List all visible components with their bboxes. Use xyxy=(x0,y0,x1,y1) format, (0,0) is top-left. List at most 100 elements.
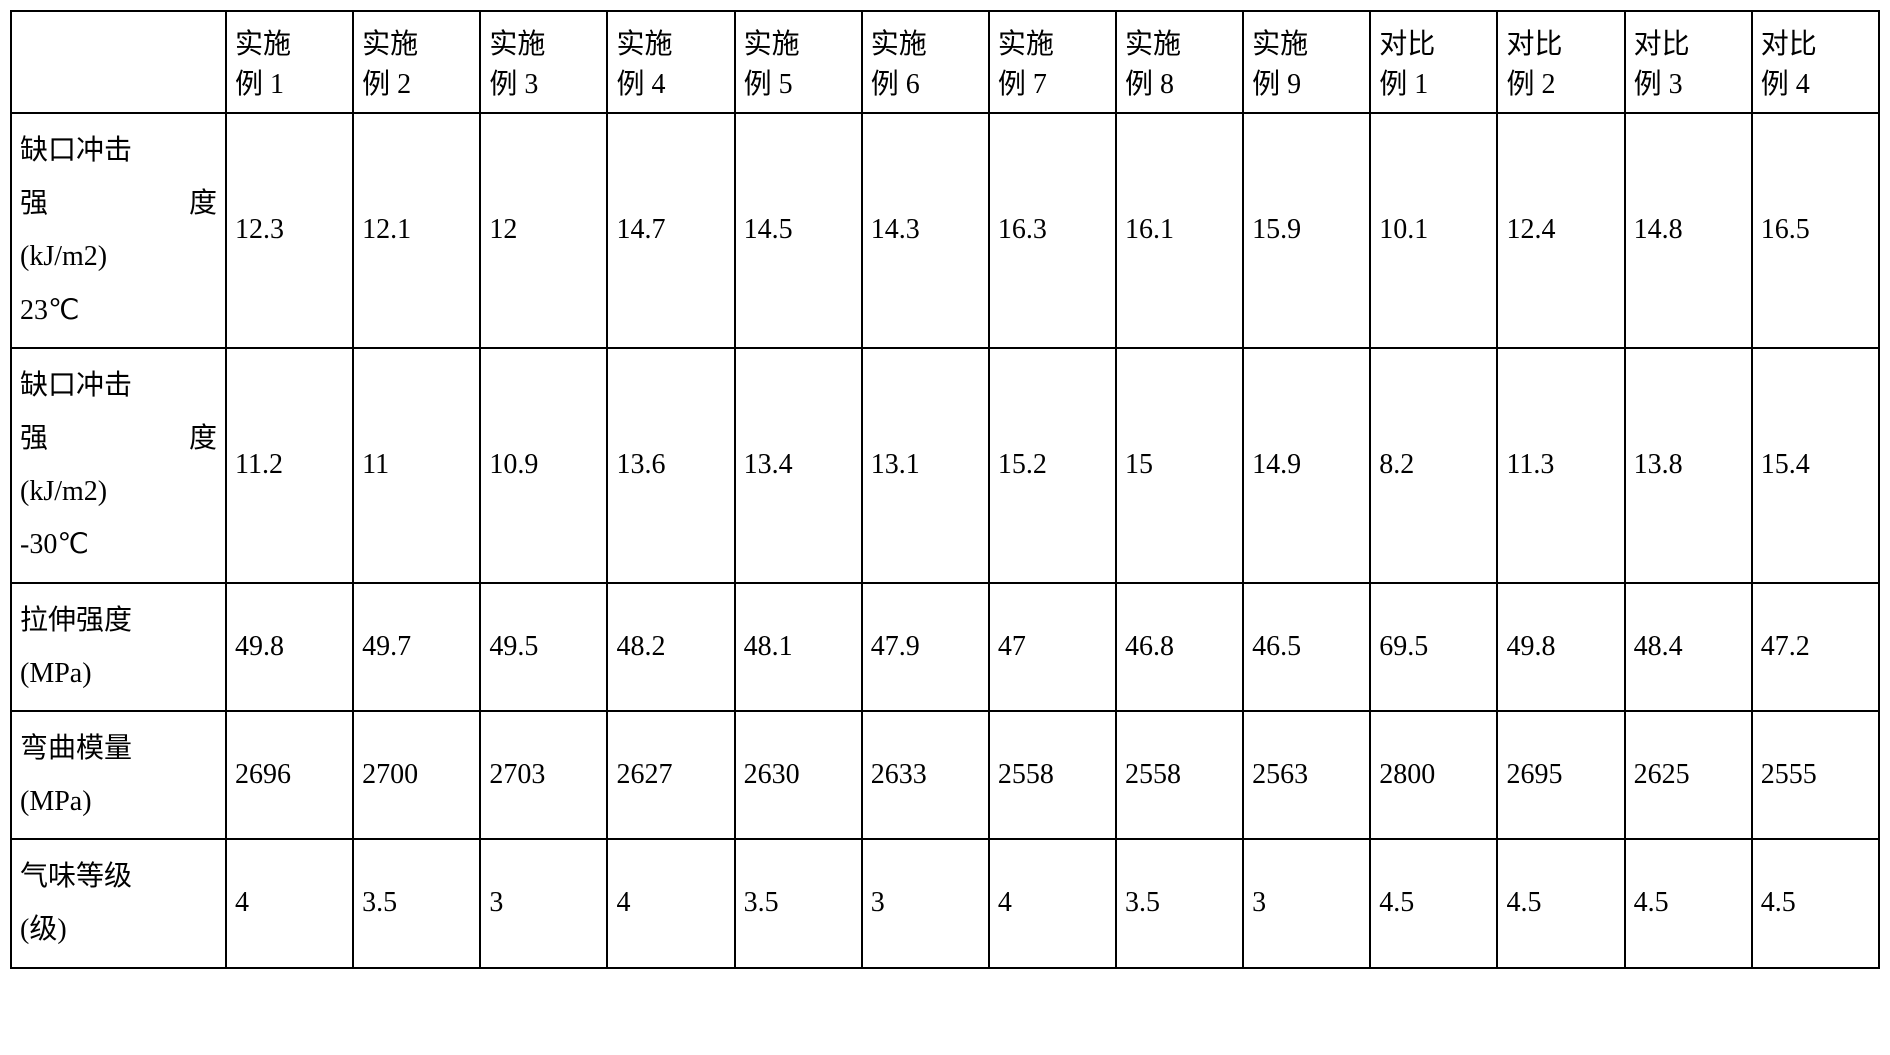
table-cell: 16.3 xyxy=(989,113,1116,348)
row-label-line: (kJ/m2) xyxy=(20,230,217,283)
col-header-line1: 实施 xyxy=(235,22,344,62)
col-header-line1: 对比 xyxy=(1506,22,1615,62)
col-header-line2: 例 7 xyxy=(998,62,1107,102)
table-cell: 12.3 xyxy=(226,113,353,348)
col-header-line1: 对比 xyxy=(1634,22,1743,62)
table-cell: 10.9 xyxy=(480,348,607,583)
col-header-line2: 例 3 xyxy=(1634,62,1743,102)
data-table: 实施 例 1 实施 例 2 实施 例 3 实施 例 4 实施 例 5 实施 例 … xyxy=(10,10,1880,969)
row-label-line: -30℃ xyxy=(20,518,217,571)
table-cell: 49.7 xyxy=(353,583,480,711)
table-cell: 4.5 xyxy=(1752,839,1879,967)
table-cell: 13.1 xyxy=(862,348,989,583)
table-cell: 15 xyxy=(1116,348,1243,583)
row-label-line: (级) xyxy=(20,903,217,956)
table-cell: 16.5 xyxy=(1752,113,1879,348)
table-row: 拉伸强度 (MPa) 49.8 49.7 49.5 48.2 48.1 47.9… xyxy=(11,583,1879,711)
row-label: 拉伸强度 (MPa) xyxy=(11,583,226,711)
table-cell: 15.9 xyxy=(1243,113,1370,348)
col-header-line2: 例 6 xyxy=(871,62,980,102)
col-header: 对比 例 3 xyxy=(1625,11,1752,113)
table-cell: 48.1 xyxy=(735,583,862,711)
table-cell: 2630 xyxy=(735,711,862,839)
col-header: 对比 例 1 xyxy=(1370,11,1497,113)
table-cell: 69.5 xyxy=(1370,583,1497,711)
row-label-line: 弯曲模量 xyxy=(20,722,217,775)
col-header-line1: 实施 xyxy=(362,22,471,62)
col-header-line1: 实施 xyxy=(744,22,853,62)
col-header-line1: 实施 xyxy=(998,22,1107,62)
col-header-line2: 例 1 xyxy=(235,62,344,102)
table-cell: 11.2 xyxy=(226,348,353,583)
table-row: 缺口冲击 强 度 (kJ/m2) -30℃ 11.2 11 10.9 13.6 … xyxy=(11,348,1879,583)
col-header: 实施 例 9 xyxy=(1243,11,1370,113)
col-header: 实施 例 8 xyxy=(1116,11,1243,113)
col-header-line1: 对比 xyxy=(1379,22,1488,62)
table-cell: 14.9 xyxy=(1243,348,1370,583)
table-row: 弯曲模量 (MPa) 2696 2700 2703 2627 2630 2633… xyxy=(11,711,1879,839)
table-cell: 12 xyxy=(480,113,607,348)
table-row: 缺口冲击 强 度 (kJ/m2) 23℃ 12.3 12.1 12 14.7 1… xyxy=(11,113,1879,348)
table-cell: 3.5 xyxy=(353,839,480,967)
col-header-line2: 例 2 xyxy=(362,62,471,102)
row-label: 弯曲模量 (MPa) xyxy=(11,711,226,839)
table-cell: 2625 xyxy=(1625,711,1752,839)
table-cell: 47.2 xyxy=(1752,583,1879,711)
table-cell: 2558 xyxy=(1116,711,1243,839)
table-cell: 4 xyxy=(226,839,353,967)
table-cell: 4.5 xyxy=(1497,839,1624,967)
table-cell: 2633 xyxy=(862,711,989,839)
col-header: 实施 例 7 xyxy=(989,11,1116,113)
table-cell: 49.8 xyxy=(1497,583,1624,711)
col-header-line1: 实施 xyxy=(1252,22,1361,62)
col-header: 实施 例 4 xyxy=(607,11,734,113)
table-cell: 2695 xyxy=(1497,711,1624,839)
table-cell: 49.5 xyxy=(480,583,607,711)
table-cell: 4.5 xyxy=(1370,839,1497,967)
table-cell: 15.2 xyxy=(989,348,1116,583)
col-header: 实施 例 3 xyxy=(480,11,607,113)
row-label-line: 23℃ xyxy=(20,284,217,337)
table-cell: 16.1 xyxy=(1116,113,1243,348)
row-label-line: 度 xyxy=(189,177,217,230)
row-label-line: 度 xyxy=(189,412,217,465)
table-cell: 12.4 xyxy=(1497,113,1624,348)
col-header-line1: 实施 xyxy=(489,22,598,62)
table-cell: 11.3 xyxy=(1497,348,1624,583)
col-header-line2: 例 5 xyxy=(744,62,853,102)
col-header-line2: 例 4 xyxy=(1761,62,1870,102)
table-cell: 2555 xyxy=(1752,711,1879,839)
table-cell: 48.2 xyxy=(607,583,734,711)
col-header: 实施 例 2 xyxy=(353,11,480,113)
row-label-line: 缺口冲击 xyxy=(20,124,217,177)
row-label-line: (MPa) xyxy=(20,647,217,700)
row-label-line: (kJ/m2) xyxy=(20,465,217,518)
table-cell: 2700 xyxy=(353,711,480,839)
table-cell: 12.1 xyxy=(353,113,480,348)
table-cell: 49.8 xyxy=(226,583,353,711)
col-header-line2: 例 1 xyxy=(1379,62,1488,102)
col-header-line1: 对比 xyxy=(1761,22,1870,62)
table-cell: 13.4 xyxy=(735,348,862,583)
table-cell: 3.5 xyxy=(735,839,862,967)
table-cell: 4.5 xyxy=(1625,839,1752,967)
row-label: 缺口冲击 强 度 (kJ/m2) 23℃ xyxy=(11,113,226,348)
col-header-line2: 例 9 xyxy=(1252,62,1361,102)
col-header-line2: 例 8 xyxy=(1125,62,1234,102)
col-header: 实施 例 5 xyxy=(735,11,862,113)
table-cell: 46.5 xyxy=(1243,583,1370,711)
table-cell: 47.9 xyxy=(862,583,989,711)
col-header-line1: 实施 xyxy=(616,22,725,62)
table-row: 气味等级 (级) 4 3.5 3 4 3.5 3 4 3.5 3 4.5 4.5… xyxy=(11,839,1879,967)
table-cell: 2558 xyxy=(989,711,1116,839)
row-label-line: 强 xyxy=(20,177,48,230)
table-cell: 14.7 xyxy=(607,113,734,348)
table-cell: 3 xyxy=(480,839,607,967)
col-header-blank xyxy=(11,11,226,113)
row-label-line: 拉伸强度 xyxy=(20,594,217,647)
col-header-line2: 例 3 xyxy=(489,62,598,102)
table-cell: 11 xyxy=(353,348,480,583)
col-header-line2: 例 2 xyxy=(1506,62,1615,102)
table-cell: 46.8 xyxy=(1116,583,1243,711)
col-header: 对比 例 4 xyxy=(1752,11,1879,113)
